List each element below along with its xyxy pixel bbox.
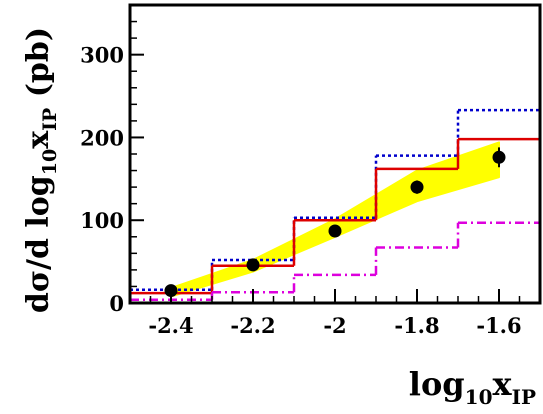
y-tick-label: 300 <box>80 43 124 68</box>
data-point <box>410 180 424 194</box>
y-tick-label: 200 <box>80 125 124 150</box>
x-tick-label: -2.4 <box>148 313 193 338</box>
y-axis-label-sub2: IP <box>39 108 61 131</box>
x-axis-label: log10xIP <box>409 365 536 409</box>
y-axis-label-main: x <box>21 130 56 149</box>
y-axis-label: dσ/d log10xIP (pb) <box>21 27 61 313</box>
x-axis-label-main: x <box>493 365 513 403</box>
histogram-series-1 <box>130 108 540 292</box>
y-tick-label: 100 <box>80 208 124 233</box>
histogram-layer <box>130 108 540 301</box>
y-axis-label-sub: 10 <box>39 149 61 175</box>
x-axis-label-base: log <box>409 365 465 403</box>
y-tick-label: 0 <box>109 291 124 316</box>
x-tick-label: -1.8 <box>394 313 439 338</box>
x-tick-label: -2.2 <box>230 313 275 338</box>
x-axis-label-sub2: IP <box>512 385 536 409</box>
y-axis-label-unit: (pb) <box>21 27 56 108</box>
x-tick-label: -1.6 <box>476 313 521 338</box>
x-tick-label: -2 <box>323 313 346 338</box>
data-point <box>492 150 506 164</box>
ticks-layer: -2.4 -2.2 -2 -1.8 -1.6 0 100 200 300 <box>80 4 541 338</box>
y-axis-label-prefix: dσ/d log <box>21 175 56 313</box>
data-point <box>246 258 260 272</box>
x-axis-label-sub: 10 <box>465 385 493 409</box>
histogram-series-2 <box>130 137 540 295</box>
data-point <box>328 224 342 238</box>
